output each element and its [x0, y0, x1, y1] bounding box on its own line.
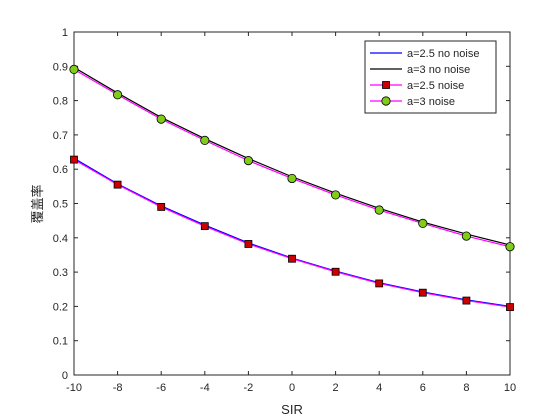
data-point-circle [243, 156, 253, 166]
data-point-square [113, 180, 122, 189]
legend-marker-square [382, 81, 390, 89]
legend-marker-circle [381, 96, 391, 106]
data-point-circle [374, 205, 384, 215]
data-point-square [462, 296, 471, 305]
data-point-circle [418, 218, 428, 228]
legend-label-1: a=3 no noise [407, 64, 470, 76]
legend-label-2: a=2.5 noise [407, 80, 464, 92]
data-point-circle [69, 64, 79, 74]
y-tick-label: 0.1 [53, 336, 68, 348]
x-tick-label: 4 [376, 382, 382, 394]
data-point-square [70, 155, 78, 164]
legend: a=2.5 no noise a=3 no noise a=2.5 noise a=3… [364, 40, 497, 114]
y-tick-label: 0.3 [53, 267, 68, 279]
data-point-square [200, 222, 209, 231]
data-point-circle [287, 173, 297, 184]
series-layer [69, 64, 515, 311]
y-tick-label: 0.5 [53, 199, 68, 211]
x-tick-label: 8 [463, 382, 469, 394]
data-point-circle [113, 90, 123, 100]
y-axis-label: 覆盖率 [30, 184, 45, 223]
data-point-circle [461, 231, 471, 241]
data-point-circle [156, 114, 166, 124]
y-tick-label: 0.6 [53, 164, 68, 176]
y-tick-label: 0.7 [53, 130, 68, 142]
y-tick-label: 0 [62, 370, 68, 382]
data-point-square [244, 240, 253, 248]
legend-label-3: a=3 noise [407, 96, 455, 108]
y-tick-label: 1 [62, 27, 68, 39]
data-point-circle [200, 135, 210, 145]
data-point-square [288, 254, 296, 263]
x-tick-label: -2 [244, 382, 254, 394]
legend-label-0: a=2.5 no noise [407, 48, 479, 60]
x-tick-label: 6 [420, 382, 426, 394]
y-tick-label: 0.8 [53, 96, 68, 108]
x-tick-label: -6 [156, 382, 166, 394]
x-tick-label: 2 [333, 382, 339, 394]
data-point-square [375, 279, 384, 288]
x-tick-label: 10 [504, 382, 516, 394]
data-point-square [331, 267, 340, 276]
y-tick-label: 0.4 [53, 233, 68, 245]
data-point-square [418, 288, 427, 297]
x-axis-label: SIR [281, 402, 303, 417]
x-tick-label: -10 [66, 382, 82, 394]
data-point-square [157, 203, 166, 211]
y-tick-label: 0.2 [53, 301, 68, 313]
x-tick-label: -8 [113, 382, 123, 394]
data-point-square [506, 303, 514, 311]
x-tick-label: 0 [289, 382, 295, 394]
x-tick-label: -4 [200, 382, 210, 394]
axis-ticks: -10 -8 -6 -4 -2 0 2 4 6 8 10 0 0.1 0.2 0.3 0.4 0.5 0.6 0.7… [53, 27, 516, 394]
data-point-circle [330, 190, 341, 200]
data-point-circle [505, 242, 515, 252]
y-tick-label: 0.9 [53, 61, 68, 73]
